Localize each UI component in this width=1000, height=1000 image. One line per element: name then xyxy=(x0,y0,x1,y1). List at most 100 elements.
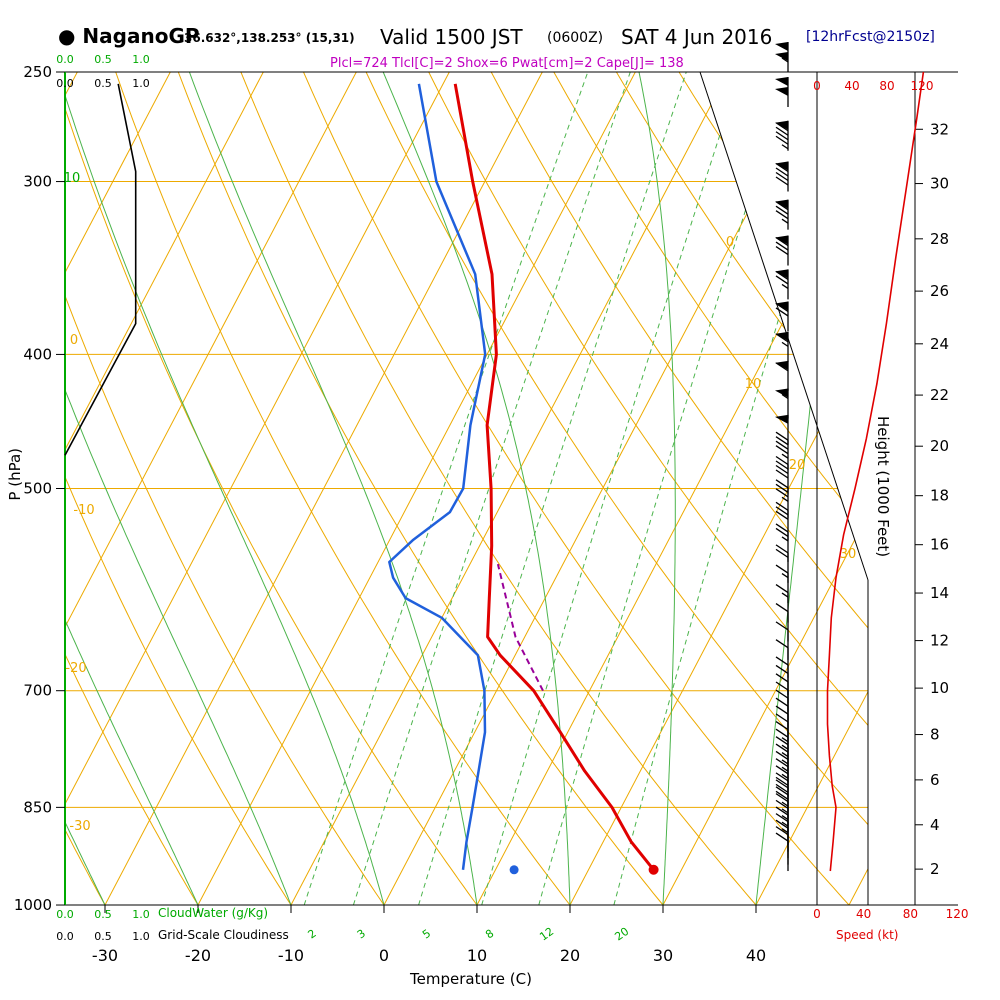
mixing-ratio-label: 12 xyxy=(537,925,556,944)
mixing-ratio-label: 3 xyxy=(355,927,368,942)
speed-tick-label-bottom: 80 xyxy=(903,907,918,921)
wind-barb xyxy=(775,813,789,852)
wind-barbs xyxy=(775,42,789,872)
sounding-indices: Plcl=724 Tlcl[C]=2 Shox=6 Pwat[cm]=2 Cap… xyxy=(330,56,684,71)
mixing-ratio-label: 2 xyxy=(306,927,319,942)
parcel-path xyxy=(496,563,544,692)
wind-barb xyxy=(775,199,789,230)
wind-barb xyxy=(775,388,789,419)
cloudiness-line xyxy=(64,83,137,456)
mixing-ratio-label: 5 xyxy=(420,927,433,942)
mixing-ratio-line xyxy=(303,72,589,905)
pressure-tick-label: 1000 xyxy=(14,896,52,914)
speed-axis-title: Speed (kt) xyxy=(836,928,899,942)
cloudiness-scale-bottom: 0.5 xyxy=(94,930,112,943)
wind-barb xyxy=(775,235,789,266)
moist-adiabat xyxy=(65,72,292,905)
wind-barb xyxy=(775,832,789,872)
height-axis-title: Height (1000 Feet) xyxy=(874,416,892,558)
temperature-tick-label: 20 xyxy=(560,946,580,965)
dry-adiabat xyxy=(615,72,868,905)
cloudwater-axis-title: CloudWater (g/Kg) xyxy=(158,906,269,920)
speed-line xyxy=(826,71,925,872)
valid-date: SAT 4 Jun 2016 xyxy=(621,25,773,49)
dry-adiabat xyxy=(428,72,868,905)
cloudiness-axis-title: Grid-Scale Cloudiness xyxy=(158,928,289,942)
wind-barb xyxy=(775,161,789,192)
height-tick-label: 4 xyxy=(930,816,940,834)
height-tick-label: 28 xyxy=(930,230,949,248)
surface-dewpoint-dot xyxy=(509,865,519,875)
wind-barb xyxy=(775,523,789,562)
cloudiness-scale-top: 0.0 xyxy=(56,77,74,90)
temperature-tick-label: 40 xyxy=(746,946,766,965)
surface-temperature-dot xyxy=(648,864,659,875)
wind-speed-curve xyxy=(826,71,925,872)
wind-barb xyxy=(775,431,789,471)
mixing-ratio-label: 8 xyxy=(483,927,496,942)
dry-adiabat xyxy=(65,72,199,905)
temperature-curve xyxy=(453,83,655,871)
cloudwater-scale-bottom: 1.0 xyxy=(132,908,150,921)
moist-adiabat xyxy=(65,72,106,905)
valid-time-z: (0600Z) xyxy=(547,30,604,46)
speed-tick-label-bottom: 0 xyxy=(813,907,821,921)
isotherm-label: 10 xyxy=(745,377,762,392)
adiabat-label: 0 xyxy=(70,333,78,348)
cloudiness-scale-top: 0.5 xyxy=(94,77,112,90)
dry-adiabat xyxy=(177,72,664,905)
speed-tick-label-top: 40 xyxy=(844,79,859,93)
dry-adiabat xyxy=(553,72,868,905)
cloudwater-scale-bottom: 0.0 xyxy=(56,908,74,921)
cloudiness-scale-top: 1.0 xyxy=(132,77,150,90)
cloudiness-scale-bottom: 0.0 xyxy=(56,930,74,943)
temperature-line xyxy=(453,83,655,871)
dry-adiabat xyxy=(240,72,757,905)
dry-adiabat xyxy=(65,72,478,905)
wind-barb xyxy=(775,544,789,583)
moist-adiabat xyxy=(65,72,385,905)
mixing-ratio-line xyxy=(613,72,854,905)
wind-barb xyxy=(775,120,789,151)
surface-dots xyxy=(509,864,659,875)
mixing-ratio-lines xyxy=(303,72,854,905)
temperature-tick-label: -10 xyxy=(278,946,304,965)
adiabat-label: 10 xyxy=(64,171,81,186)
height-tick-label: 6 xyxy=(930,771,940,789)
cloudiness-scale-bottom: 1.0 xyxy=(132,930,150,943)
valid-time: Valid 1500 JST xyxy=(380,25,523,49)
cloudiness-curve xyxy=(64,83,137,456)
temperature-tick-label: -20 xyxy=(185,946,211,965)
pressure-tick-label: 500 xyxy=(23,480,52,498)
mixing-ratio-line xyxy=(352,72,631,905)
pressure-tick-label: 850 xyxy=(23,798,52,816)
height-tick-label: 8 xyxy=(930,726,940,744)
isotherm-label: 20 xyxy=(789,458,806,473)
wind-barb xyxy=(775,269,789,300)
adiabat-label: -30 xyxy=(69,819,90,834)
mixing-ratio-line xyxy=(481,72,741,905)
height-tick-label: 12 xyxy=(930,632,949,650)
wind-barb xyxy=(775,77,789,108)
speed-tick-label-top: 80 xyxy=(879,79,894,93)
cloudwater-scale-bottom: 0.5 xyxy=(94,908,112,921)
adiabat-label: -20 xyxy=(65,661,86,676)
moist-adiabat xyxy=(188,72,478,905)
height-tick-label: 22 xyxy=(930,386,949,404)
cloudwater-scale-top: 1.0 xyxy=(132,53,150,66)
height-tick-label: 26 xyxy=(930,282,949,300)
temperature-tick-label: 10 xyxy=(467,946,487,965)
height-tick-label: 18 xyxy=(930,487,949,505)
dry-adiabats xyxy=(65,72,868,905)
wind-barb xyxy=(775,360,789,391)
cloudwater-scale-top: 0.5 xyxy=(94,53,112,66)
dewpoint-line xyxy=(388,83,487,870)
moist-adiabat xyxy=(65,72,199,905)
speed-tick-label-bottom: 120 xyxy=(946,907,969,921)
height-tick-label: 14 xyxy=(930,584,949,602)
pressure-tick-label: 250 xyxy=(23,63,52,81)
adiabat-label: -10 xyxy=(73,503,94,518)
wind-barb xyxy=(775,42,789,72)
